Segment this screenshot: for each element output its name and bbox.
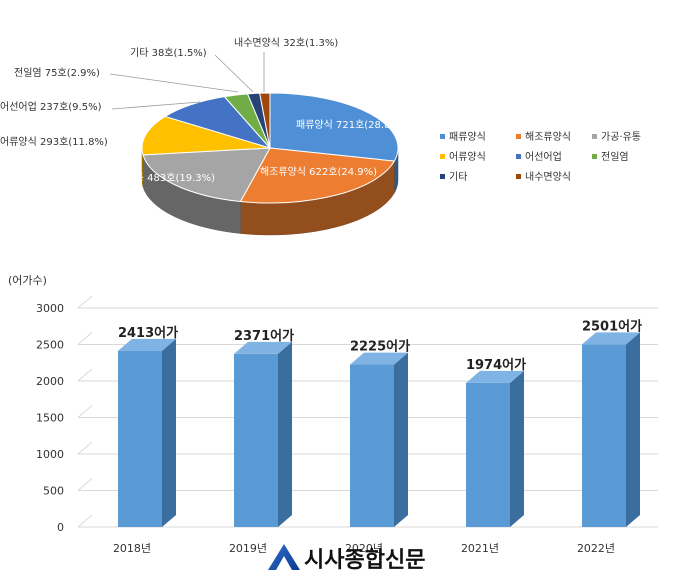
x-tick-label: 2022년 bbox=[577, 542, 615, 555]
gridline-depth bbox=[77, 405, 93, 418]
y-axis-title: (어가수) bbox=[8, 274, 47, 287]
bar: 1974어가 2021년 bbox=[461, 357, 526, 555]
gridline-depth bbox=[77, 478, 93, 491]
bar-chart: (어가수) 0 500 1000 1500 2000 2500 3000 2413어가 2018년… bbox=[8, 274, 658, 555]
legend-swatch bbox=[440, 154, 445, 159]
legend-swatch bbox=[516, 154, 521, 159]
y-tick-label: 500 bbox=[43, 485, 64, 498]
x-tick-label: 2021년 bbox=[461, 542, 499, 555]
pie-label: 해조류양식 622호(24.9%) bbox=[260, 165, 377, 178]
bar-data-label: 1974어가 bbox=[466, 357, 526, 373]
legend-item: 어류양식 bbox=[440, 151, 486, 163]
y-tick-label: 1500 bbox=[36, 412, 64, 425]
legend-label: 가공·유통 bbox=[601, 131, 641, 143]
pie-slice-해조류양식 bbox=[239, 147, 396, 204]
legend-swatch bbox=[516, 174, 521, 179]
y-tick-label: 1000 bbox=[36, 448, 64, 461]
pie-slice-어류양식 bbox=[141, 115, 271, 156]
x-tick-label: 2018년 bbox=[113, 542, 151, 555]
legend-swatch bbox=[592, 154, 597, 159]
pie-label: 어류양식 293호(11.8%) bbox=[0, 136, 108, 148]
legend-item: 어선어업 bbox=[516, 150, 562, 163]
bar-top bbox=[234, 341, 292, 354]
bar-data-label: 2501어가 bbox=[582, 318, 642, 334]
legend-item: 패류양식 bbox=[440, 131, 486, 143]
pie-label: 가공·유통 483호(19.3%) bbox=[104, 172, 215, 184]
pie-label: 전일염 75호(2.9%) bbox=[14, 67, 100, 79]
gridline-depth bbox=[77, 295, 93, 309]
bar-top bbox=[582, 332, 640, 345]
bar: 2413어가 2018년 bbox=[113, 325, 178, 555]
bar-top bbox=[350, 352, 408, 365]
bar-side bbox=[278, 341, 292, 527]
legend-item: 기타 bbox=[440, 171, 467, 183]
pie-label: 기타 38호(1.5%) bbox=[130, 47, 207, 59]
bar: 2501어가 2022년 bbox=[577, 318, 642, 555]
y-tick-label: 2000 bbox=[36, 375, 64, 388]
bar-data-label: 2413어가 bbox=[118, 325, 178, 341]
pie-slice-어선어업 bbox=[163, 96, 272, 149]
legend-label: 어류양식 bbox=[449, 151, 486, 163]
pie-labels: 패류양식 721호(28.8%) 해조류양식 622호(24.9%) 가공·유통 4… bbox=[0, 37, 404, 184]
bar-side bbox=[162, 338, 176, 527]
legend-item: 내수면양식 bbox=[516, 171, 571, 183]
x-tick-label: 2020년 bbox=[345, 542, 383, 555]
pie-label: 내수면양식 32호(1.3%) bbox=[234, 37, 338, 49]
pie-label: 어선어업 237호(9.5%) bbox=[0, 100, 102, 113]
pie-leader-line bbox=[109, 73, 239, 93]
brand-name: 시사종합신문 bbox=[304, 547, 425, 573]
bar-front bbox=[466, 382, 510, 527]
legend-label: 어선어업 bbox=[525, 150, 562, 163]
y-tick-label: 3000 bbox=[36, 302, 64, 315]
legend-item: 해조류양식 bbox=[516, 130, 571, 143]
gridline-depth bbox=[77, 514, 93, 528]
gridline-depth bbox=[77, 332, 93, 345]
bar-data-label: 2371어가 bbox=[234, 328, 294, 344]
bar-side bbox=[510, 370, 524, 527]
pie-slices bbox=[141, 92, 399, 204]
legend-swatch bbox=[440, 174, 445, 179]
legend-label: 패류양식 bbox=[449, 131, 486, 143]
legend-swatch bbox=[440, 134, 445, 139]
legend-label: 기타 bbox=[449, 171, 467, 183]
legend-item: 전일염 bbox=[592, 151, 629, 163]
bar-front bbox=[234, 353, 278, 527]
pie-slice-내수면양식 bbox=[259, 92, 271, 149]
pie-chart: 패류양식 721호(28.8%) 해조류양식 622호(24.9%) 가공·유통 4… bbox=[0, 37, 404, 236]
bar-series: 2413어가 2018년 2371어가 2019년 2225어가 2020년 1974어가 2… bbox=[113, 318, 642, 555]
pie-leader-line bbox=[214, 54, 254, 93]
bar-top bbox=[466, 370, 524, 383]
bar-data-label: 2225어가 bbox=[350, 339, 410, 355]
bar: 2225어가 2020년 bbox=[345, 339, 410, 555]
legend-swatch bbox=[516, 134, 521, 139]
pie-leader-line bbox=[111, 101, 201, 110]
x-tick-label: 2019년 bbox=[229, 542, 267, 555]
bar-side bbox=[626, 332, 640, 527]
pie-slice-가공·유통 bbox=[142, 147, 271, 203]
brand-logo: 시사종합신문 bbox=[268, 544, 425, 573]
bar-front bbox=[350, 364, 394, 527]
legend-label: 내수면양식 bbox=[525, 171, 571, 183]
pie-slice-패류양식 bbox=[269, 92, 399, 162]
gridline-depth bbox=[77, 368, 93, 382]
y-tick-label: 0 bbox=[57, 521, 64, 534]
bar-front bbox=[582, 344, 626, 527]
gridline-depth bbox=[77, 441, 93, 455]
y-tick-label: 2500 bbox=[36, 339, 64, 352]
bar-top bbox=[118, 338, 176, 351]
bar: 2371어가 2019년 bbox=[229, 328, 294, 555]
legend-item: 가공·유통 bbox=[592, 131, 641, 143]
legend-label: 해조류양식 bbox=[525, 130, 571, 143]
legend-label: 전일염 bbox=[601, 151, 629, 163]
bar-front bbox=[118, 350, 162, 527]
legend-swatch bbox=[592, 134, 597, 139]
bar-side bbox=[394, 352, 408, 527]
pie-label: 패류양식 721호(28.8%) bbox=[296, 119, 404, 131]
